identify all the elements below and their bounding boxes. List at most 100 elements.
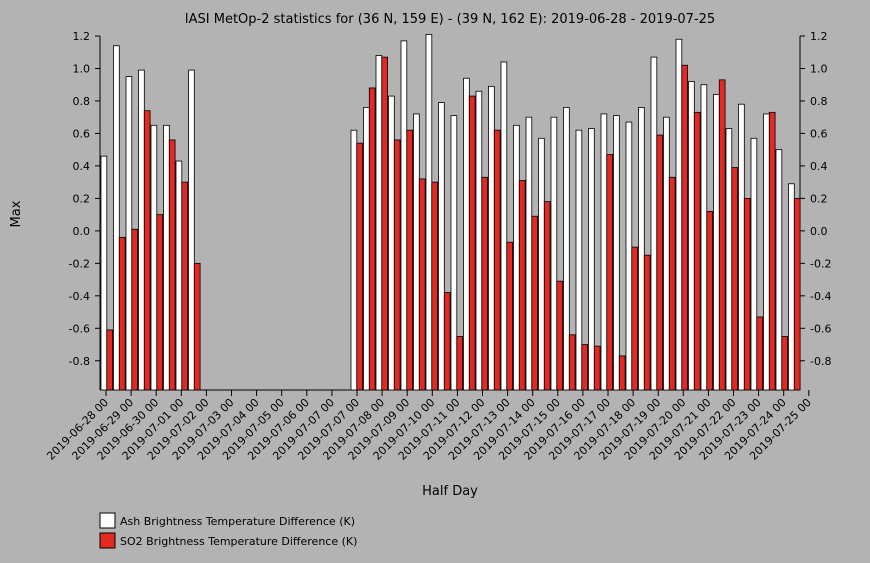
y-tick-label-right: 1.2 — [810, 30, 828, 43]
bar-ash — [175, 160, 183, 391]
bar-so2 — [506, 241, 513, 391]
bar-so2 — [381, 56, 388, 391]
y-tick-label-right: 0.8 — [810, 95, 828, 108]
bar-ash — [375, 55, 383, 391]
bar-so2 — [368, 87, 376, 391]
legend-swatch-so2 — [99, 532, 116, 549]
y-tick-label-left: 0.4 — [73, 160, 91, 173]
bar-so2 — [168, 139, 176, 391]
bar-so2 — [581, 344, 588, 391]
bar-ash — [475, 90, 483, 391]
bar-ash — [450, 115, 458, 391]
legend-label-so2: SO2 Brightness Temperature Difference (K… — [120, 535, 357, 548]
bar-ash — [138, 69, 145, 391]
bar-ash — [363, 107, 370, 391]
bar-so2 — [518, 180, 526, 391]
y-tick-label-right: -0.4 — [810, 290, 831, 303]
bar-so2 — [631, 246, 638, 391]
y-tick-label-right: 1.0 — [810, 62, 828, 75]
bar-so2 — [556, 280, 563, 391]
bar-so2 — [143, 110, 151, 391]
y-tick-label-right: 0.0 — [810, 225, 828, 238]
bar-ash — [738, 103, 745, 391]
bar-ash — [188, 69, 195, 391]
bar-so2 — [568, 334, 576, 391]
bar-so2 — [468, 95, 476, 391]
bar-so2 — [431, 181, 438, 391]
bar-so2 — [131, 228, 139, 391]
bar-ash — [350, 129, 358, 391]
legend: Ash Brightness Temperature Difference (K… — [99, 512, 357, 549]
bar-so2 — [718, 79, 726, 391]
bars — [100, 33, 801, 391]
y-tick-label-left: 0.6 — [73, 127, 91, 140]
bar-ash — [113, 45, 120, 391]
bar-ash — [538, 137, 545, 391]
y-tick-label-left: -0.4 — [69, 290, 90, 303]
bar-so2 — [531, 215, 538, 391]
bar-so2 — [456, 336, 463, 391]
y-tick-label-left: -0.6 — [69, 322, 90, 335]
bar-so2 — [481, 176, 488, 391]
bar-so2 — [543, 201, 551, 391]
bar-so2 — [418, 178, 426, 391]
bar-ash — [463, 77, 470, 391]
bar-so2 — [156, 214, 164, 391]
bar-ash — [638, 107, 645, 391]
bar-so2 — [618, 355, 626, 391]
y-tick-label-right: 0.4 — [810, 160, 828, 173]
bar-so2 — [443, 292, 451, 391]
bar-ash — [625, 121, 633, 391]
chart-title: IASI MetOp-2 statistics for (36 N, 159 E… — [185, 12, 715, 27]
bar-ash — [150, 124, 158, 391]
bar-so2 — [181, 181, 189, 391]
bar-so2 — [743, 197, 751, 391]
bar-ash — [688, 81, 695, 391]
bar-ash — [725, 128, 733, 391]
bar-so2 — [768, 111, 776, 391]
bar-ash — [488, 85, 495, 391]
bar-ash — [788, 183, 795, 391]
y-tick-label-right: 0.2 — [810, 192, 828, 205]
bar-so2 — [681, 64, 688, 391]
bar-ash — [413, 113, 420, 391]
bar-ash — [550, 116, 558, 391]
bar-ash — [713, 94, 720, 391]
bar-so2 — [593, 345, 601, 391]
bar-so2 — [606, 154, 613, 391]
y-tick-label-left: -0.8 — [69, 355, 90, 368]
y-axis-title: Max — [9, 200, 24, 227]
y-tick-label-left: 0.0 — [73, 225, 91, 238]
bar-ash — [650, 56, 658, 391]
bar-ash — [763, 113, 770, 391]
bar-so2 — [668, 176, 676, 391]
bar-ash — [613, 115, 620, 391]
bar-ash — [438, 102, 445, 391]
bar-ash — [100, 155, 108, 391]
bar-ash — [388, 95, 395, 391]
bar-ash — [750, 137, 758, 391]
legend-swatch-ash — [99, 512, 116, 529]
y-tick-label-left: 1.2 — [73, 30, 91, 43]
y-tick-label-right: -0.8 — [810, 355, 831, 368]
y-tick-label-left: 0.2 — [73, 192, 91, 205]
bar-ash — [525, 116, 533, 391]
y-tick-label-right: 0.6 — [810, 127, 828, 140]
bar-so2 — [756, 316, 763, 391]
bar-ash — [675, 38, 683, 391]
bar-ash — [663, 116, 670, 391]
bar-so2 — [731, 167, 738, 391]
bar-so2 — [656, 134, 663, 391]
bar-so2 — [118, 236, 126, 391]
bar-ash — [588, 128, 595, 391]
bar-so2 — [493, 129, 501, 391]
bar-so2 — [406, 129, 413, 391]
x-axis-title: Half Day — [422, 484, 478, 499]
bar-ash — [563, 107, 570, 391]
bar-ash — [400, 40, 408, 391]
bar-ash — [513, 124, 520, 391]
bar-ash — [125, 76, 133, 391]
y-axis-left: -0.8 -0.6 -0.4 -0.2 0.0 0.2 0.4 0.6 0.8 1.0 1.2 — [69, 30, 100, 368]
